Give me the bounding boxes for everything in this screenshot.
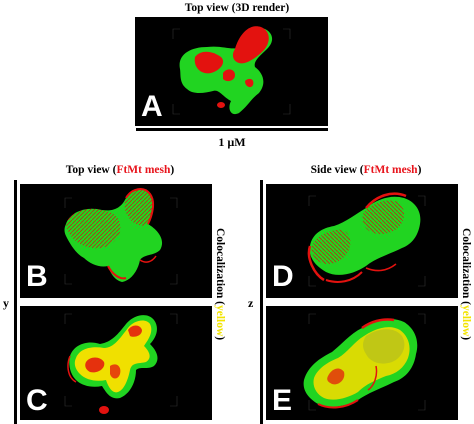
panel-a-title: Top view (3D render) (184, 2, 290, 14)
right-colocalization-label: Colocalization (yellow) (460, 228, 472, 341)
right-axis-label: z (248, 296, 254, 310)
panel-b-image: B (20, 184, 212, 298)
panel-label-d: D (272, 260, 294, 293)
right-axis-bar (260, 180, 263, 424)
left-column-title: Top view (FtMt mesh) (65, 164, 175, 176)
panel-label-e: E (272, 384, 293, 417)
left-axis-bar (14, 180, 17, 424)
scale-bar-label: 1 µM (218, 135, 246, 149)
scale-bar (136, 128, 328, 131)
panel-a-image: A (135, 17, 328, 126)
right-column-title: Side view (FtMt mesh) (310, 164, 422, 176)
panel-label-a: A (141, 90, 163, 123)
panel-d-image: D (266, 184, 458, 298)
panel-label-b: B (26, 260, 48, 293)
panel-label-c: C (26, 384, 48, 417)
left-colocalization-label: Colocalization (yellow) (214, 228, 226, 341)
panel-e-image: E (266, 306, 458, 420)
left-axis-label: y (3, 296, 9, 310)
panel-c-image: C (20, 306, 212, 420)
